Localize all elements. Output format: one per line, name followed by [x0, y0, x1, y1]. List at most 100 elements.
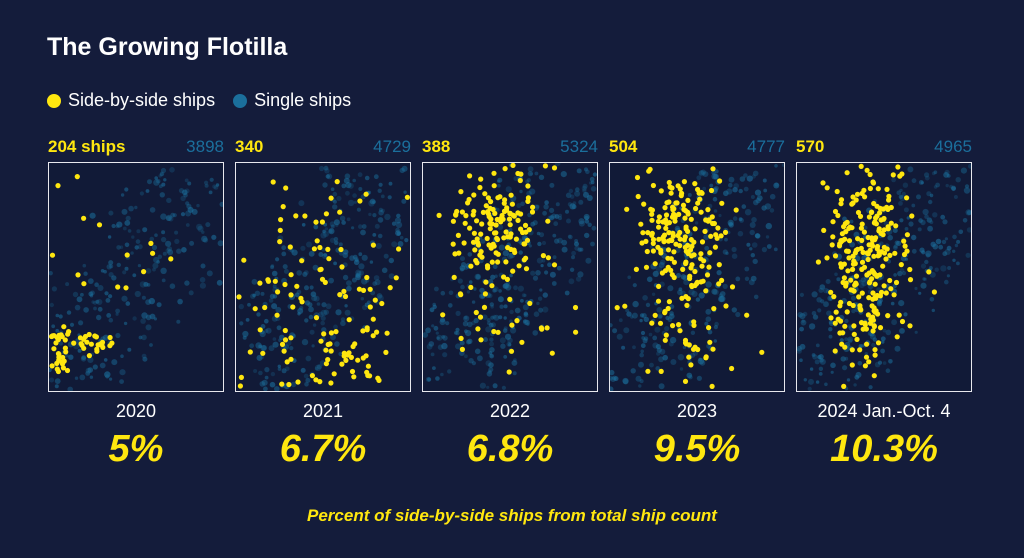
single-ship-point	[859, 282, 865, 289]
side-by-side-ship-point	[881, 250, 888, 256]
single-ship-point	[344, 173, 351, 179]
single-ship-point	[440, 372, 444, 377]
single-ship-point	[646, 276, 653, 283]
single-ship-point	[301, 223, 306, 227]
single-ship-point	[684, 255, 689, 260]
single-ship-point	[761, 247, 767, 253]
side-by-side-ship-point	[864, 167, 870, 173]
single-ship-point	[727, 219, 734, 226]
side-by-side-ship-point	[695, 346, 701, 353]
side-by-side-ship-point	[523, 229, 529, 235]
side-by-side-ship-point	[639, 240, 645, 246]
side-by-side-ship-point	[663, 212, 670, 218]
side-by-side-ship-point	[321, 331, 327, 337]
side-by-side-ship-point	[869, 241, 875, 247]
single-ship-point	[918, 218, 923, 223]
side-by-side-ship-point	[357, 198, 363, 204]
single-ship-point	[552, 233, 557, 238]
single-ship-point	[538, 174, 545, 180]
single-ship-point	[650, 245, 654, 249]
side-by-side-ship-point	[59, 334, 65, 340]
single-ship-point	[308, 250, 315, 257]
side-by-side-ship-point	[475, 326, 481, 332]
single-ship-point	[272, 294, 278, 299]
side-by-side-ship-point	[349, 368, 356, 375]
single-ship-point	[333, 236, 339, 242]
side-by-side-ship-point	[868, 316, 874, 322]
scatter-svg	[236, 165, 410, 391]
single-ship-point	[764, 203, 772, 210]
single-ship-point	[264, 375, 269, 380]
side-by-side-ship-point	[886, 197, 892, 203]
single-ship-point	[328, 228, 335, 235]
single-ship-point	[119, 245, 124, 249]
single-ship-point	[455, 327, 460, 332]
side-by-side-ship-point	[670, 233, 676, 239]
side-by-side-ship-point	[672, 213, 678, 219]
side-by-side-ship-point	[666, 238, 672, 244]
year-label: 2020	[115, 401, 157, 421]
single-ship-point	[738, 188, 743, 194]
single-ship-point	[264, 328, 269, 333]
side-by-side-ship-point	[472, 247, 478, 253]
single-ship-point	[914, 330, 918, 334]
single-ship-point	[377, 295, 384, 302]
single-ship-point	[648, 332, 653, 337]
side-by-side-ship-point	[843, 229, 849, 235]
single-ship-point	[578, 199, 584, 205]
side-by-side-ship-point	[299, 258, 305, 264]
scatter-plot	[422, 162, 598, 392]
side-by-side-ship-point	[278, 217, 284, 223]
single-ship-point	[911, 234, 917, 241]
side-by-side-ship-point	[474, 218, 480, 224]
single-ship-point	[378, 182, 383, 187]
legend-side-dot	[47, 93, 61, 108]
side-by-side-ship-point	[123, 285, 129, 291]
single-ship-point	[94, 282, 99, 287]
single-ship-point	[149, 343, 153, 347]
single-ship-point	[199, 282, 206, 289]
single-ship-point	[731, 246, 737, 253]
single-ship-point	[121, 295, 128, 302]
side-by-side-ship-point	[871, 253, 877, 259]
single-ship-point	[850, 295, 857, 301]
side-by-side-ship-point	[672, 218, 678, 224]
single-ship-point	[375, 243, 382, 249]
single-ship-point	[654, 326, 661, 333]
panel-2023: 504 4777 2023 9.5%	[609, 132, 785, 471]
single-ship-point	[156, 260, 160, 264]
single-ship-point	[134, 205, 138, 210]
single-ship-point	[272, 341, 279, 348]
side-by-side-ship-point	[495, 251, 501, 257]
single-ship-point	[891, 319, 897, 326]
side-by-side-ship-point	[861, 187, 867, 193]
side-by-side-ship-point	[352, 341, 358, 347]
single-ship-point	[377, 233, 383, 239]
single-ship-point	[931, 308, 935, 313]
side-by-side-ship-point	[676, 322, 682, 328]
single-ship-point	[328, 229, 333, 233]
side-by-side-ship-point	[858, 245, 864, 251]
single-ship-point	[587, 222, 592, 227]
single-ship-point	[489, 302, 494, 307]
side-by-side-ship-point	[462, 220, 468, 226]
side-by-side-ship-point	[907, 323, 913, 329]
side-by-side-ship-point	[99, 339, 106, 345]
single-ship-point	[239, 321, 244, 326]
single-ship-point	[498, 289, 502, 293]
single-ship-point	[922, 208, 929, 216]
single-ship-point	[728, 221, 733, 227]
single-ship-point	[800, 319, 807, 326]
single-ship-point	[529, 188, 536, 195]
side-by-side-ship-point	[477, 314, 484, 320]
single-ship-point	[946, 274, 950, 278]
single-ship-point	[259, 330, 266, 338]
single-ship-point	[486, 385, 490, 389]
single-ship-point	[206, 270, 213, 277]
single-ship-point	[69, 322, 75, 327]
single-ship-point	[765, 235, 770, 239]
legend-item-side: Side-by-side ships	[47, 90, 215, 111]
side-by-side-ship-point	[824, 255, 830, 261]
single-ship-point	[723, 190, 729, 197]
side-by-side-ship-point	[505, 234, 511, 240]
